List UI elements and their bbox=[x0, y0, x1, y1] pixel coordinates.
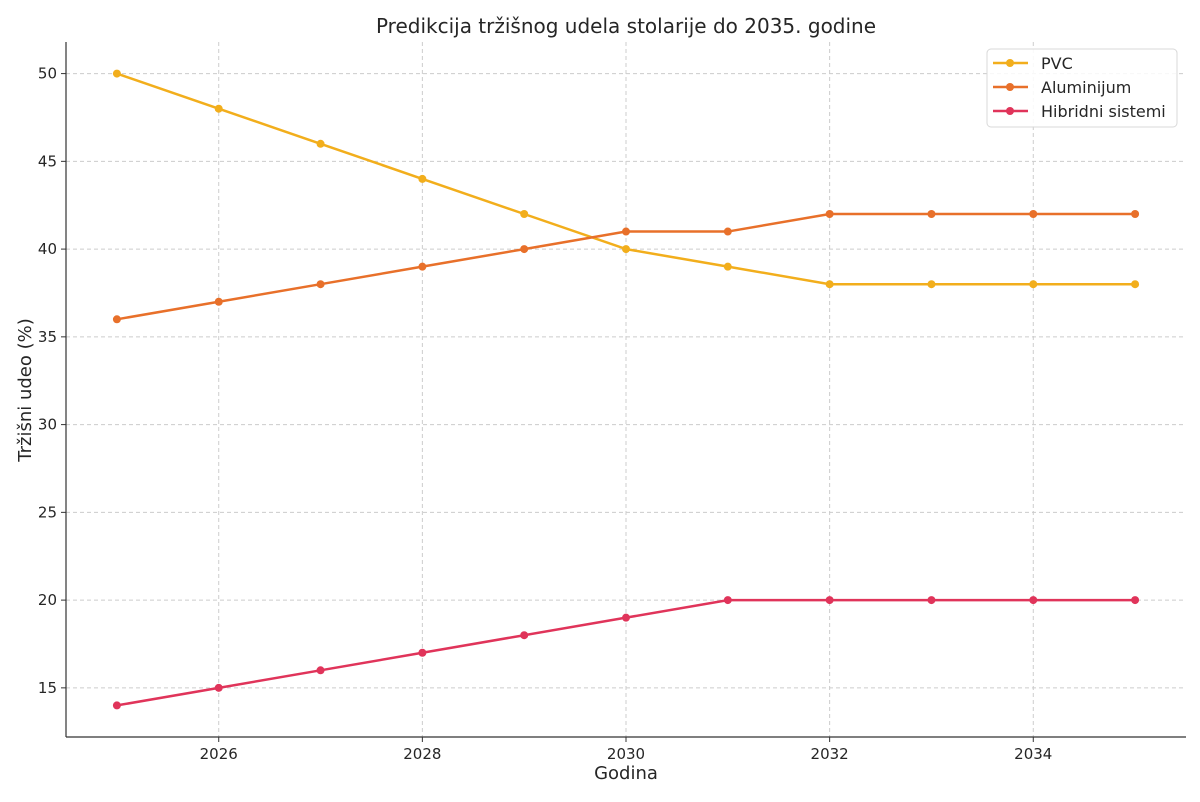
data-point bbox=[723, 596, 732, 605]
series-hibridni-sistemi bbox=[112, 596, 1140, 710]
data-point bbox=[1029, 596, 1038, 605]
legend-label: PVC bbox=[1041, 54, 1073, 73]
legend-box bbox=[986, 48, 1178, 128]
chart-title: Predikcija tržišnog udela stolarije do 2… bbox=[376, 14, 876, 38]
data-point bbox=[316, 139, 325, 148]
data-point bbox=[520, 209, 529, 218]
y-tick-label: 20 bbox=[38, 591, 57, 609]
grid bbox=[66, 42, 1186, 737]
y-tick-label: 15 bbox=[38, 679, 57, 697]
y-tick-label: 45 bbox=[38, 152, 57, 170]
data-point bbox=[1029, 209, 1038, 218]
data-point bbox=[316, 280, 325, 289]
data-point bbox=[418, 262, 427, 271]
data-point bbox=[622, 613, 630, 622]
data-point bbox=[825, 596, 834, 605]
legend: PVC Aluminijum Hibridni sistemi bbox=[986, 48, 1178, 128]
axes: 2026 2028 2030 2032 2034 15 20 25 30 35 40 45 50 bbox=[38, 42, 1186, 763]
data-point bbox=[1131, 209, 1140, 218]
data-point bbox=[214, 297, 223, 306]
y-tick-label: 40 bbox=[38, 240, 57, 258]
y-axis-label: Tržišni udeo (%) bbox=[15, 318, 36, 463]
data-point bbox=[622, 227, 630, 236]
y-tick-label: 50 bbox=[38, 65, 57, 83]
data-point bbox=[723, 227, 732, 236]
data-point bbox=[825, 280, 834, 289]
x-tick-label: 2032 bbox=[811, 745, 849, 763]
legend-label: Aluminijum bbox=[1041, 78, 1131, 97]
y-tick-label: 30 bbox=[38, 416, 57, 434]
legend-label: Hibridni sistemi bbox=[1041, 102, 1166, 121]
data-point bbox=[418, 648, 427, 657]
y-tick-label: 35 bbox=[38, 328, 57, 346]
legend-marker bbox=[1006, 107, 1014, 115]
x-axis-label: Godina bbox=[594, 763, 658, 784]
x-tick-label: 2034 bbox=[1014, 745, 1052, 763]
data-point bbox=[112, 701, 121, 710]
series-group bbox=[112, 69, 1140, 710]
data-point bbox=[214, 104, 223, 113]
data-point bbox=[1029, 280, 1038, 289]
legend-marker bbox=[1006, 83, 1014, 91]
x-tick-label: 2030 bbox=[607, 745, 645, 763]
data-point bbox=[825, 209, 834, 218]
data-point bbox=[418, 174, 427, 183]
series-aluminijum bbox=[112, 209, 1140, 324]
data-point bbox=[927, 209, 936, 218]
data-point bbox=[622, 245, 630, 254]
data-point bbox=[927, 280, 936, 289]
data-point bbox=[520, 631, 529, 640]
data-point bbox=[1131, 280, 1140, 289]
x-tick-label: 2026 bbox=[200, 745, 238, 763]
data-point bbox=[112, 69, 121, 78]
x-tick-label: 2028 bbox=[403, 745, 441, 763]
series-pvc bbox=[112, 69, 1140, 289]
data-point bbox=[1131, 596, 1140, 605]
data-point bbox=[927, 596, 936, 605]
y-tick-label: 25 bbox=[38, 503, 57, 521]
data-point bbox=[316, 666, 325, 675]
data-point bbox=[723, 262, 732, 271]
data-point bbox=[112, 315, 121, 324]
data-point bbox=[520, 245, 529, 254]
legend-marker bbox=[1006, 59, 1014, 67]
data-point bbox=[214, 683, 223, 692]
